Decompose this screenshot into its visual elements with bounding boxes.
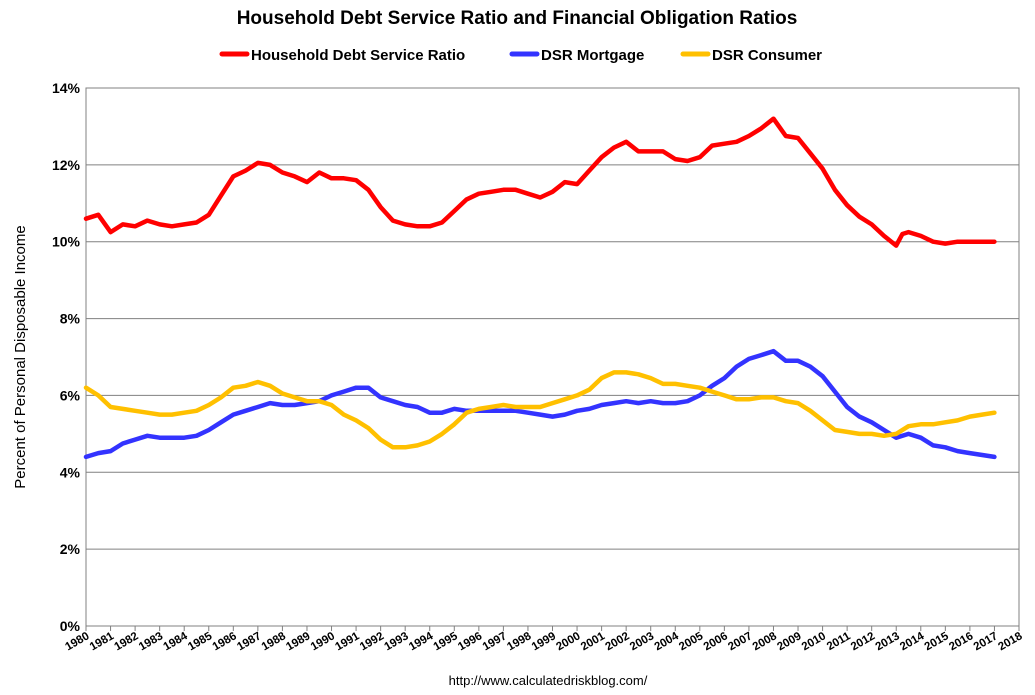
gridlines [86,87,1019,550]
x-tick-label: 2007 [726,630,754,653]
y-tick-label: 2% [60,541,81,557]
x-tick-label: 1983 [137,630,165,653]
legend-label-household-dsr: Household Debt Service Ratio [251,47,465,64]
x-tick-label: 1999 [530,630,558,653]
x-tick-label: 1996 [456,630,484,653]
legend-label-dsr-mortgage: DSR Mortgage [541,47,644,64]
x-tick-label: 1989 [284,630,312,653]
x-tick-label: 2009 [775,630,803,653]
y-axis-label: Percent of Personal Disposable Income [12,225,29,488]
x-tick-label: 1995 [432,630,461,653]
series-lines [83,116,997,460]
y-axis: 0% 2% 4% 6% 8% 10% 12% 14% [52,80,81,634]
x-tick-label: 1982 [112,630,140,653]
x-tick-label: 2005 [677,630,706,653]
x-tick-label: 2001 [579,630,608,653]
x-tick-label: 2003 [628,630,656,653]
x-tick-label: 2012 [849,630,877,653]
y-tick-label: 8% [60,311,81,327]
y-tick-label: 10% [52,234,81,250]
x-tick-label: 2008 [751,630,780,653]
x-tick-label: 1985 [186,630,215,653]
x-tick-label: 2013 [874,630,902,653]
source-url: http://www.calculatedriskblog.com/ [449,673,648,688]
series-line-dsr-mortgage [83,348,997,460]
y-tick-label: 12% [52,157,81,173]
y-tick-label: 4% [60,464,81,480]
series-line-household-dsr [83,116,997,248]
x-tick-label: 1991 [333,630,362,653]
x-tick-label: 2014 [898,630,927,653]
series-line-dsr-consumer [83,370,997,450]
x-tick-label: 1984 [162,630,191,653]
x-tick-label: 2016 [947,630,975,653]
x-tick-label: 2004 [653,630,682,653]
x-tick-label: 2015 [923,630,952,653]
legend-label-dsr-consumer: DSR Consumer [712,47,822,64]
x-tick-label: 2017 [972,630,1000,653]
x-tick-label: 2002 [603,630,631,653]
x-tick-label: 2010 [800,630,828,653]
x-tick-label: 1981 [88,630,117,653]
y-tick-label: 6% [60,387,81,403]
y-tick-label: 14% [52,80,81,96]
legend: Household Debt Service Ratio DSR Mortgag… [219,47,822,64]
x-tick-label: 1986 [211,630,239,653]
x-tick-label: 2018 [996,630,1025,653]
plot-area [85,87,1020,627]
x-axis: 1980198119821983198419851986198719881989… [63,626,1025,653]
x-tick-label: 1994 [407,630,436,653]
x-tick-label: 1987 [235,630,263,653]
x-tick-label: 2000 [554,630,582,653]
x-tick-label: 1993 [383,630,411,653]
y-tick-label: 0% [60,618,81,634]
x-tick-label: 2006 [702,630,730,653]
x-tick-label: 2011 [825,630,853,653]
x-tick-label: 1990 [309,630,337,653]
x-tick-label: 1997 [481,630,509,653]
chart-title: Household Debt Service Ratio and Financi… [237,8,798,29]
x-tick-label: 1988 [260,630,289,653]
x-tick-label: 1992 [358,630,386,653]
x-tick-label: 1998 [505,630,534,653]
